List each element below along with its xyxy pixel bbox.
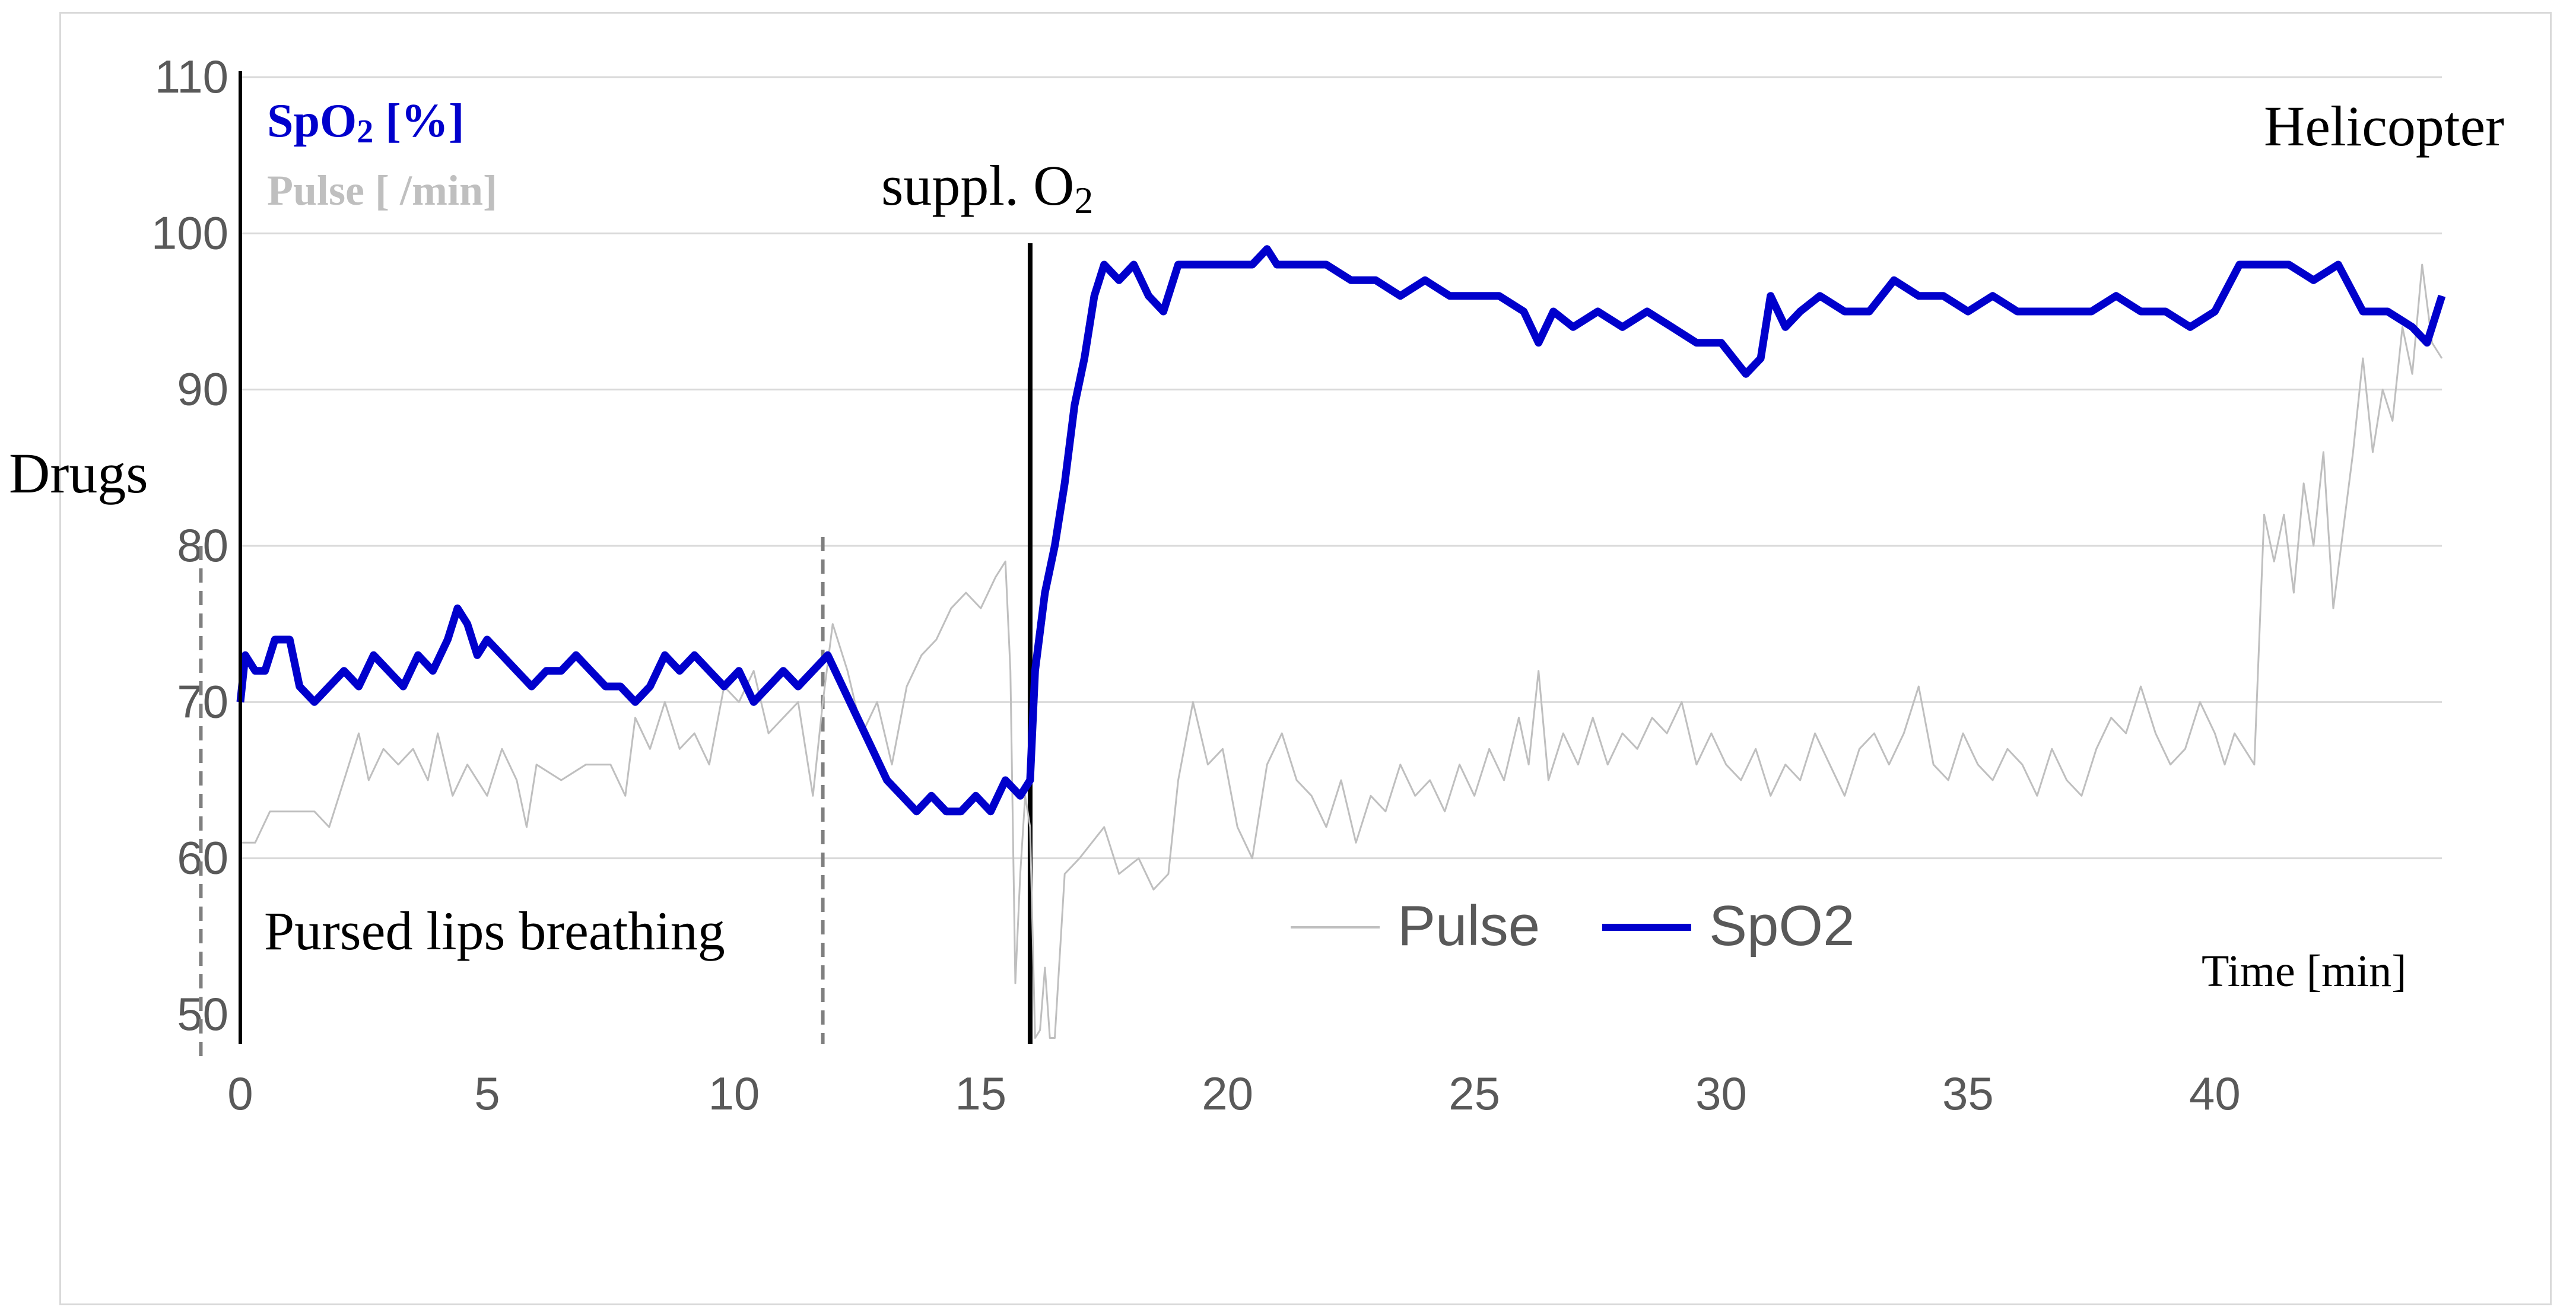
legend-spo2-label: SpO2 xyxy=(1709,894,1854,958)
helicopter-label: Helicopter xyxy=(2264,94,2504,158)
spo2-axis-title: SpO2 [%] xyxy=(267,95,465,150)
x-tick-label: 35 xyxy=(1942,1067,1994,1120)
x-tick-label: 30 xyxy=(1695,1067,1747,1120)
y-tick-label: 100 xyxy=(151,206,228,259)
x-tick-label: 0 xyxy=(227,1067,253,1120)
series-line-spo2 xyxy=(236,245,2446,816)
y-tick-label: 70 xyxy=(177,675,228,727)
legend-pulse-label: Pulse xyxy=(1397,894,1540,958)
gridlines xyxy=(240,76,2442,860)
x-tick-labels: 0 5 10 15 20 25 30 35 40 xyxy=(227,1067,2240,1120)
suppl-o2-label: suppl. O2 xyxy=(881,154,1093,221)
drugs-label: Drugs xyxy=(9,441,148,505)
y-tick-label: 80 xyxy=(177,519,228,571)
x-tick-label: 25 xyxy=(1449,1067,1500,1120)
chart-frame xyxy=(59,12,2552,1305)
x-tick-label: 5 xyxy=(474,1067,500,1120)
legend: Pulse SpO2 xyxy=(1291,894,1854,958)
y-tick-label: 50 xyxy=(177,988,228,1040)
y-tick-label: 110 xyxy=(155,50,228,103)
annotation-lines xyxy=(199,243,1033,1056)
series-line-pulse xyxy=(240,263,2443,1039)
x-tick-label: 40 xyxy=(2189,1067,2241,1120)
x-axis-title: Time [min] xyxy=(2202,946,2407,996)
x-tick-label: 20 xyxy=(1202,1067,1253,1120)
x-tick-label: 10 xyxy=(708,1067,760,1120)
pulse-axis-title: Pulse [ /min] xyxy=(267,167,497,214)
pursed-lips-label: Pursed lips breathing xyxy=(264,901,725,961)
y-tick-label: 90 xyxy=(177,363,228,415)
x-tick-label: 15 xyxy=(955,1067,1006,1120)
y-tick-label: 60 xyxy=(177,832,228,884)
y-tick-labels: 50 60 70 80 90 100 110 xyxy=(151,50,228,1040)
series-lines xyxy=(236,245,2446,1039)
